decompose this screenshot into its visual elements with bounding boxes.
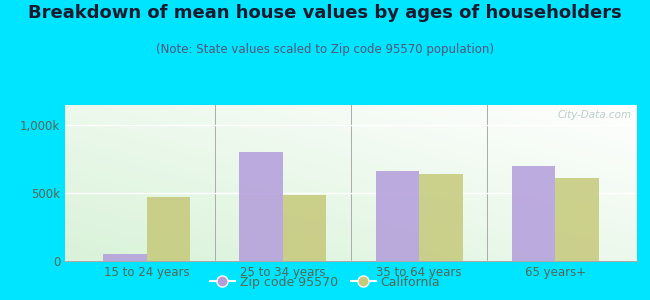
Legend: Zip code 95570, California: Zip code 95570, California xyxy=(205,271,445,294)
Bar xyxy=(147,197,190,261)
Text: Breakdown of mean house values by ages of householders: Breakdown of mean house values by ages o… xyxy=(28,4,622,22)
Bar xyxy=(283,194,326,261)
Bar xyxy=(555,178,599,261)
Text: (Note: State values scaled to Zip code 95570 population): (Note: State values scaled to Zip code 9… xyxy=(156,44,494,56)
Text: City-Data.com: City-Data.com xyxy=(557,110,631,120)
Bar xyxy=(512,166,555,261)
Bar xyxy=(419,173,463,261)
Bar xyxy=(376,172,419,261)
Bar xyxy=(103,254,147,261)
Bar xyxy=(239,152,283,261)
